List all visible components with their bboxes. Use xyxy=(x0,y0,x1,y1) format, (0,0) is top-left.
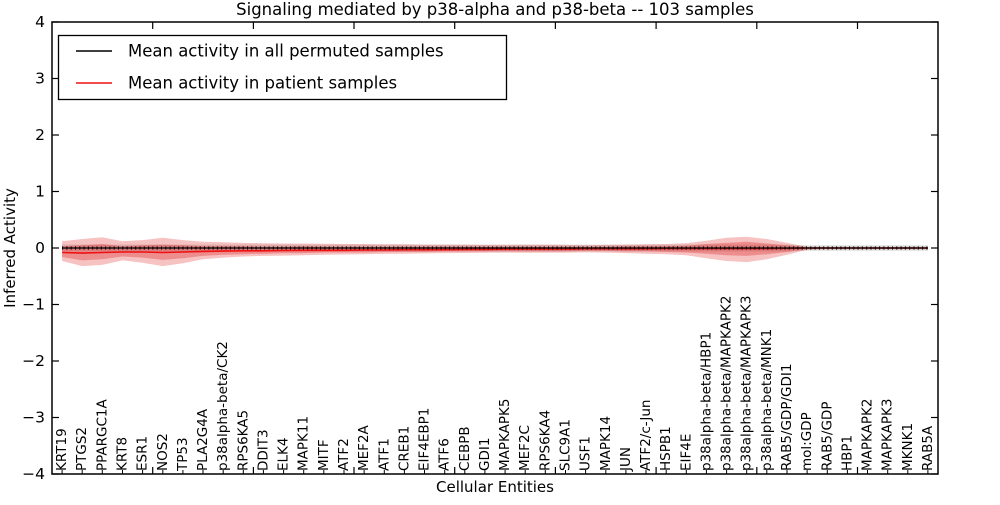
x-category-label: HSPB1 xyxy=(658,426,674,471)
x-category-label: EIF4E xyxy=(678,434,694,471)
x-category-label: RPS6KA5 xyxy=(235,410,251,471)
y-tick-label: −3 xyxy=(22,409,45,427)
x-category-label: PTGS2 xyxy=(74,427,90,471)
x-category-label: JUN xyxy=(618,447,634,472)
x-category-label: MAPKAPK5 xyxy=(497,399,513,471)
x-category-label: RAB5/GDP/GDI1 xyxy=(779,364,795,471)
x-category-label: NOS2 xyxy=(155,433,171,471)
axis-ticks: −4 −3 −2 −1 0 1 2 3 4 KRT19 PTGS2 PPARGC1A KRT8 ESR1 N… xyxy=(22,13,938,483)
x-category-label: HBP1 xyxy=(839,435,855,471)
legend: Mean activity in all permuted samples Me… xyxy=(57,34,508,101)
x-category-label: mol:GDP xyxy=(799,412,815,471)
legend-box xyxy=(57,34,508,101)
legend-label-permuted: Mean activity in all permuted samples xyxy=(128,42,444,61)
legend-label-patient: Mean activity in patient samples xyxy=(128,74,397,93)
x-category-label: MKNK1 xyxy=(900,423,916,471)
x-category-label: RPS6KA4 xyxy=(537,410,553,471)
x-category-label: p38alpha-beta/CK2 xyxy=(215,341,231,471)
x-category-label: ATF2 xyxy=(336,438,352,471)
x-category-label: CEBPB xyxy=(457,426,473,471)
chart-title: Signaling mediated by p38-alpha and p38-… xyxy=(236,0,754,19)
x-category-label: ESR1 xyxy=(135,436,151,471)
x-category-label: MAPK11 xyxy=(296,416,312,471)
y-tick-label: 0 xyxy=(35,239,45,257)
x-category-label: MITF xyxy=(316,439,332,471)
y-tick-label: −1 xyxy=(22,296,45,314)
x-category-label: CREB1 xyxy=(396,426,412,471)
mean-lines xyxy=(62,246,928,254)
x-category-label: TP53 xyxy=(175,437,191,472)
x-category-label: p38alpha-beta/MAPKAPK2 xyxy=(719,296,735,472)
x-category-label: RAB5A xyxy=(920,425,936,471)
x-category-label: RAB5/GDP xyxy=(819,402,835,471)
x-axis-label: Cellular Entities xyxy=(436,478,554,496)
x-category-label: p38alpha-beta/HBP1 xyxy=(698,332,714,471)
x-category-label: KRT19 xyxy=(54,428,70,471)
x-category-label: MEF2C xyxy=(517,425,533,471)
y-axis-label: Inferred Activity xyxy=(1,188,19,308)
x-category-label: ATF2/c-Jun xyxy=(638,400,654,471)
x-category-label: MAPK14 xyxy=(598,416,614,471)
y-tick-label: 3 xyxy=(35,70,45,88)
x-category-label: PPARGC1A xyxy=(94,398,110,471)
x-category-label: MEF2A xyxy=(356,424,372,471)
x-category-label: p38alpha-beta/MNK1 xyxy=(759,329,775,471)
y-tick-label: 4 xyxy=(35,13,45,31)
y-tick-label: 1 xyxy=(35,183,45,201)
x-category-label: KRT8 xyxy=(115,437,131,471)
x-category-label: GDI1 xyxy=(477,438,493,471)
x-category-label: EIF4EBP1 xyxy=(417,408,433,471)
plot-area-border xyxy=(51,21,939,475)
x-category-label: MAPKAPK2 xyxy=(860,399,876,471)
x-category-label: PLA2G4A xyxy=(195,408,211,471)
x-category-label: ATF6 xyxy=(437,438,453,471)
x-category-label: MAPKAPK3 xyxy=(880,399,896,471)
patient-std-outer-band xyxy=(62,236,928,267)
x-category-label: DDIT3 xyxy=(255,429,271,471)
x-category-label: USF1 xyxy=(578,436,594,471)
x-category-label: ATF1 xyxy=(376,438,392,471)
x-category-label: p38alpha-beta/MAPKAPK3 xyxy=(739,296,755,472)
x-category-label: ELK4 xyxy=(276,438,292,472)
y-tick-label: 2 xyxy=(35,126,45,144)
y-tick-label: −2 xyxy=(22,352,45,370)
y-tick-label: −4 xyxy=(22,465,45,483)
x-category-label: SLC9A1 xyxy=(558,419,574,471)
